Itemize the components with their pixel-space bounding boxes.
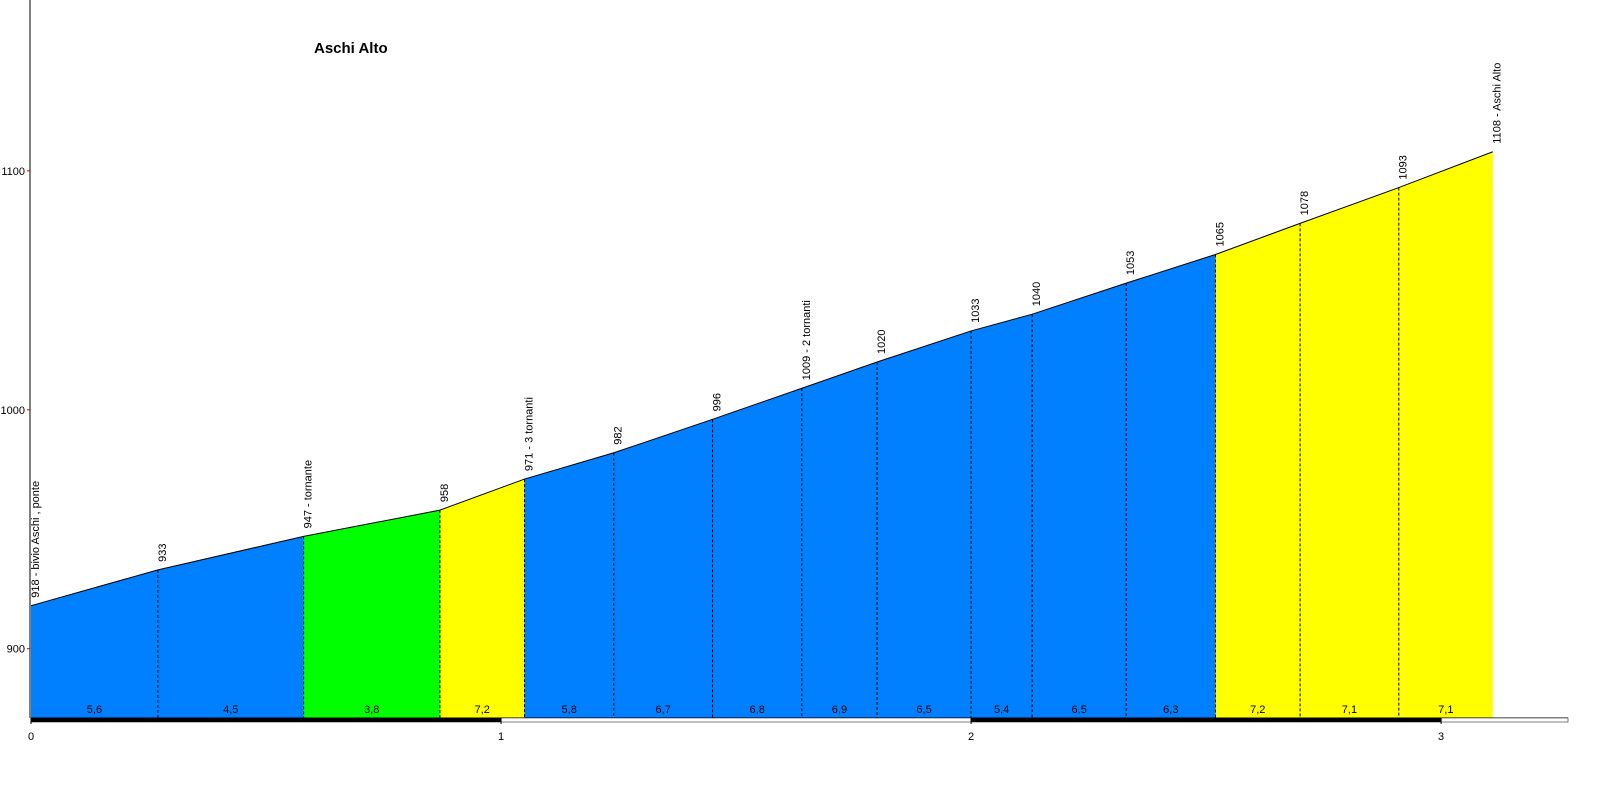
point-label: 1009 - 2 tornanti — [801, 300, 813, 380]
gradient-label: 7,2 — [475, 704, 490, 716]
x-tick-label: 1 — [498, 731, 504, 743]
point-label: 1078 — [1299, 191, 1311, 215]
point-label: 982 — [613, 426, 625, 444]
gradient-label: 5,8 — [562, 704, 577, 716]
gradient-label: 6,5 — [1072, 704, 1087, 716]
segment-area — [303, 510, 440, 718]
point-label: 1033 — [970, 298, 982, 322]
gradient-label: 6,9 — [832, 704, 847, 716]
chart-title: Aschi Alto — [314, 40, 388, 57]
segment-area — [877, 330, 972, 718]
point-label: 1053 — [1125, 251, 1137, 275]
gradient-label: 6,8 — [750, 704, 765, 716]
gradient-label: 6,3 — [1163, 704, 1178, 716]
point-label: 1093 — [1398, 155, 1410, 179]
y-tick-label: 1000 — [1, 405, 25, 417]
point-label: 947 - tornante — [303, 460, 315, 529]
point-label: 1040 — [1031, 282, 1043, 306]
point-label: 1108 - Aschi Alto — [1492, 63, 1504, 144]
segment-area — [971, 314, 1033, 718]
point-label: 971 - 3 tornanti — [523, 397, 535, 471]
x-tick-label: 0 — [28, 731, 34, 743]
km-bar — [970, 717, 1442, 723]
segment-area — [712, 388, 802, 718]
point-label: 918 - bivio Aschi , ponte — [30, 481, 42, 598]
km-bar — [1440, 717, 1569, 723]
gradient-label: 5,6 — [87, 704, 102, 716]
segment-area — [1300, 187, 1399, 718]
point-label: 1065 — [1214, 222, 1226, 246]
segment-area — [801, 361, 878, 718]
km-bar — [500, 717, 972, 723]
point-label: 1020 — [876, 330, 888, 354]
gradient-label: 5,4 — [994, 704, 1009, 716]
profile-line — [30, 151, 1493, 607]
gradient-label: 4,5 — [223, 704, 238, 716]
gradient-label: 6,7 — [656, 704, 671, 716]
point-label: 958 — [439, 484, 451, 502]
segment-area — [613, 419, 713, 718]
gradient-label: 6,5 — [916, 704, 931, 716]
point-label: 933 — [157, 544, 169, 562]
gradient-label: 7,2 — [1250, 704, 1265, 716]
x-tick-label: 2 — [968, 731, 974, 743]
segment-area — [1032, 283, 1127, 718]
segment-area — [1126, 254, 1216, 719]
segment-area — [1398, 151, 1493, 718]
km-bar — [30, 717, 502, 723]
point-label: 996 — [711, 393, 723, 411]
segment-area — [31, 569, 158, 718]
segment-area — [439, 479, 525, 718]
x-tick-label: 3 — [1438, 731, 1444, 743]
gradient-label: 3,8 — [364, 704, 379, 716]
segment-area — [524, 452, 614, 718]
gradient-label: 7,1 — [1438, 704, 1453, 716]
y-tick-label: 900 — [7, 644, 25, 656]
gradient-label: 7,1 — [1342, 704, 1357, 716]
segment-area — [1215, 223, 1301, 718]
segment-area — [157, 536, 304, 718]
y-tick-label: 1100 — [1, 166, 25, 178]
